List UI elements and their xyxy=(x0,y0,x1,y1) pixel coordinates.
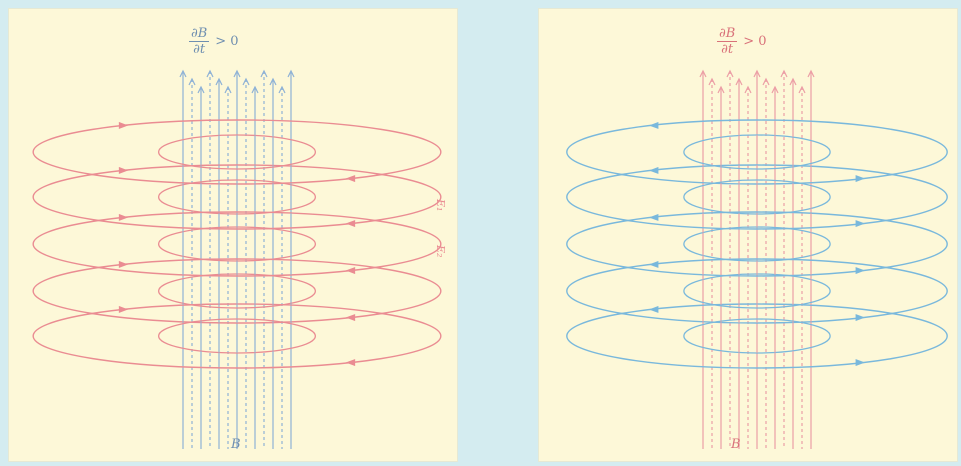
right-rate-formula: ∂B ∂t > 0 xyxy=(717,17,767,65)
left-loop-arrow xyxy=(345,359,356,367)
right-loop-arrow xyxy=(855,359,866,367)
right-formula-fraction: ∂B ∂t xyxy=(717,25,738,57)
left-loop-arrow xyxy=(118,260,129,268)
left-field-label: B xyxy=(231,437,241,452)
right-field-arrow xyxy=(780,69,788,78)
right-outer-field-loop xyxy=(566,211,948,277)
left-loop-arrow xyxy=(118,166,129,174)
right-diagram-panel: ∂B ∂t > 0 B xyxy=(538,8,958,462)
right-field-arrow xyxy=(726,69,734,78)
left-loop-arrow xyxy=(118,121,129,129)
left-formula-numerator: ∂B xyxy=(189,25,210,42)
right-field-arrow xyxy=(762,77,770,86)
left-field-arrow xyxy=(179,69,187,78)
right-formula-relation: > 0 xyxy=(743,33,767,49)
right-formula-numerator: ∂B xyxy=(717,25,738,42)
right-field-arrow xyxy=(798,85,806,94)
left-field-arrow xyxy=(242,77,250,86)
left-formula-relation: > 0 xyxy=(215,33,239,49)
left-loop-arrow xyxy=(345,175,356,183)
right-loop-arrow xyxy=(648,121,659,129)
left-side-label-1: E₁ xyxy=(434,199,447,212)
left-field-arrow xyxy=(206,69,214,78)
right-loop-arrow xyxy=(648,166,659,174)
left-loop-arrow xyxy=(118,305,129,313)
right-field-arrow xyxy=(771,85,779,94)
left-field-arrow xyxy=(215,77,223,86)
left-outer-field-loop xyxy=(32,211,442,277)
right-field-arrow xyxy=(699,69,707,78)
right-field-arrow xyxy=(807,69,815,78)
right-loop-arrow xyxy=(648,305,659,313)
right-field-arrow xyxy=(753,69,761,78)
right-field-label: B xyxy=(731,437,741,452)
left-field-arrow xyxy=(278,85,286,94)
right-loop-arrow xyxy=(855,175,866,183)
right-field-arrow xyxy=(708,77,716,86)
right-field-arrow xyxy=(789,77,797,86)
left-diagram-panel: ∂B ∂t > 0 B E₁ E₂ xyxy=(8,8,458,462)
left-loop-arrow xyxy=(118,213,129,221)
right-loop-arrow xyxy=(648,260,659,268)
right-loop-arrow xyxy=(855,267,866,275)
right-loop-arrow xyxy=(855,314,866,322)
left-field-arrow xyxy=(260,69,268,78)
right-field-arrow xyxy=(717,85,725,94)
left-side-label-2: E₂ xyxy=(434,245,447,258)
left-field-arrow xyxy=(287,69,295,78)
right-field-diagram xyxy=(566,69,948,449)
left-formula-fraction: ∂B ∂t xyxy=(189,25,210,57)
left-loop-arrow xyxy=(345,220,356,228)
left-rate-formula: ∂B ∂t > 0 xyxy=(189,17,239,65)
left-formula-denominator: ∂t xyxy=(193,41,206,57)
left-loop-arrow xyxy=(345,267,356,275)
right-field-arrow xyxy=(735,77,743,86)
right-field-arrow xyxy=(744,85,752,94)
left-field-arrow xyxy=(233,69,241,78)
left-field-arrow xyxy=(188,77,196,86)
right-formula-denominator: ∂t xyxy=(721,41,734,57)
left-field-arrow xyxy=(197,85,205,94)
left-loop-arrow xyxy=(345,314,356,322)
right-loop-arrow xyxy=(855,220,866,228)
left-field-arrow xyxy=(251,85,259,94)
right-loop-arrow xyxy=(648,213,659,221)
left-field-arrow xyxy=(269,77,277,86)
left-field-arrow xyxy=(224,85,232,94)
left-field-diagram xyxy=(32,69,442,449)
